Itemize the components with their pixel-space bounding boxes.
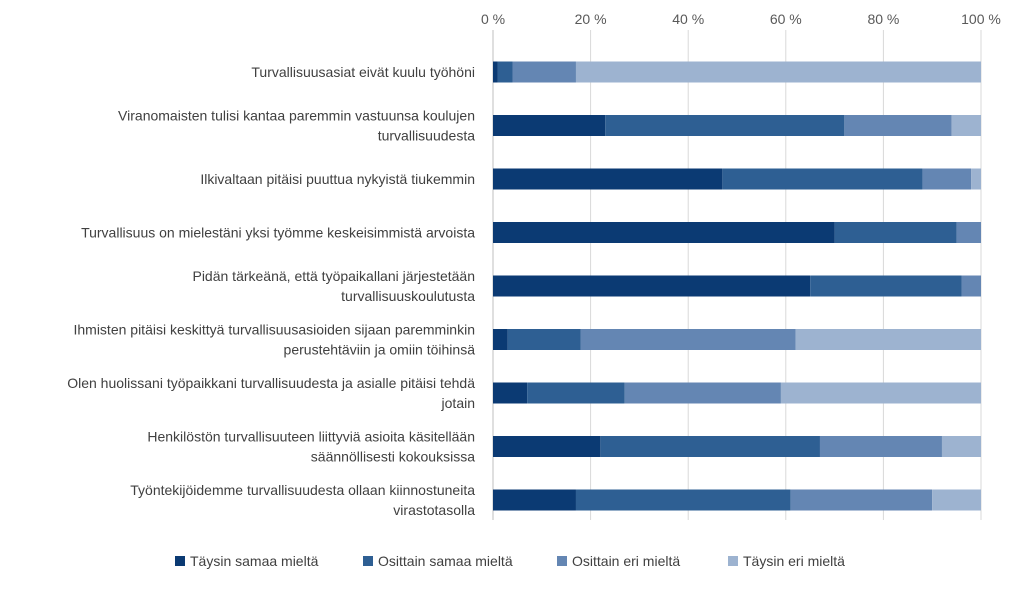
x-axis-ticks: 0 % 20 % 40 % 60 % 80 % 100 % — [481, 11, 1001, 27]
legend-swatch — [728, 556, 738, 566]
bar-segment — [951, 115, 981, 136]
bar-segment — [493, 168, 723, 190]
category-label: jotain — [441, 395, 475, 411]
category-label: säännöllisesti kokouksissa — [311, 449, 475, 465]
bar-segment — [932, 489, 981, 511]
gridlines — [492, 30, 982, 520]
category-label: Viranomaisten tulisi kantaa paremmin vas… — [118, 108, 475, 124]
bar-segment — [605, 115, 845, 136]
bar-segment — [922, 168, 972, 190]
x-tick-label: 80 % — [867, 11, 899, 27]
bar-segment — [941, 436, 981, 457]
bar-segment — [493, 275, 811, 297]
category-label: Turvallisuusasiat eivät kuulu työhöni — [251, 64, 475, 80]
x-tick-label: 0 % — [481, 11, 505, 27]
x-tick-label: 40 % — [672, 11, 704, 27]
bar-segment — [810, 275, 962, 297]
bar-segment — [795, 329, 981, 350]
category-label: Ihmisten pitäisi keskittyä turvallisuusa… — [73, 322, 475, 338]
bar-segment — [600, 436, 820, 457]
bar-segment — [819, 436, 942, 457]
bar-segment — [493, 329, 508, 350]
bar-segment — [575, 489, 791, 511]
bar-segment — [493, 489, 576, 511]
bar-segment — [575, 61, 981, 83]
bar-segment — [580, 329, 796, 350]
x-tick-label: 20 % — [575, 11, 607, 27]
x-tick-label: 100 % — [961, 11, 1001, 27]
bars — [493, 61, 981, 511]
legend: Täysin samaa mieltä Osittain samaa mieltä… — [175, 553, 845, 569]
legend-label: Täysin samaa mieltä — [190, 553, 319, 569]
category-label: virastotasolla — [393, 502, 475, 518]
legend-swatch — [175, 556, 185, 566]
legend-label: Täysin eri mieltä — [743, 553, 845, 569]
bar-segment — [624, 382, 781, 404]
bar-segment — [527, 382, 625, 404]
category-label: Pidän tärkeänä, että työpaikallani järje… — [192, 268, 475, 284]
bar-segment — [493, 115, 606, 136]
category-label: turvallisuuskoulutusta — [341, 288, 475, 304]
bar-segment — [493, 382, 528, 404]
bar-segment — [512, 61, 576, 83]
bar-segment — [956, 222, 981, 243]
bar-segment — [790, 489, 933, 511]
category-label: Olen huolissani työpaikkani turvallisuud… — [67, 375, 475, 391]
bar-segment — [497, 61, 513, 83]
bar-segment — [493, 61, 498, 83]
category-labels: Turvallisuusasiat eivät kuulu työhöni Vir… — [67, 64, 475, 518]
legend-swatch — [557, 556, 567, 566]
bar-segment — [834, 222, 957, 243]
category-label: turvallisuudesta — [378, 128, 475, 144]
legend-label: Osittain eri mieltä — [572, 553, 680, 569]
bar-segment — [971, 168, 981, 190]
x-tick-label: 60 % — [770, 11, 802, 27]
bar-segment — [493, 436, 601, 457]
bar-segment — [722, 168, 923, 190]
category-label: Työntekijöidemme turvallisuudesta ollaan… — [130, 482, 475, 498]
bar-segment — [507, 329, 581, 350]
bar-segment — [780, 382, 981, 404]
category-label: Henkilöstön turvallisuuteen liittyviä as… — [147, 429, 475, 445]
category-label: perustehtäviin ja omiin töihinsä — [284, 342, 476, 358]
bar-segment — [844, 115, 952, 136]
bar-segment — [961, 275, 981, 297]
category-label: Ilkivaltaan pitäisi puuttua nykyistä tiu… — [200, 171, 475, 187]
bar-segment — [493, 222, 835, 243]
legend-swatch — [363, 556, 373, 566]
legend-label: Osittain samaa mieltä — [378, 553, 513, 569]
category-label: Turvallisuus on mielestäni yksi työmme k… — [81, 225, 475, 241]
